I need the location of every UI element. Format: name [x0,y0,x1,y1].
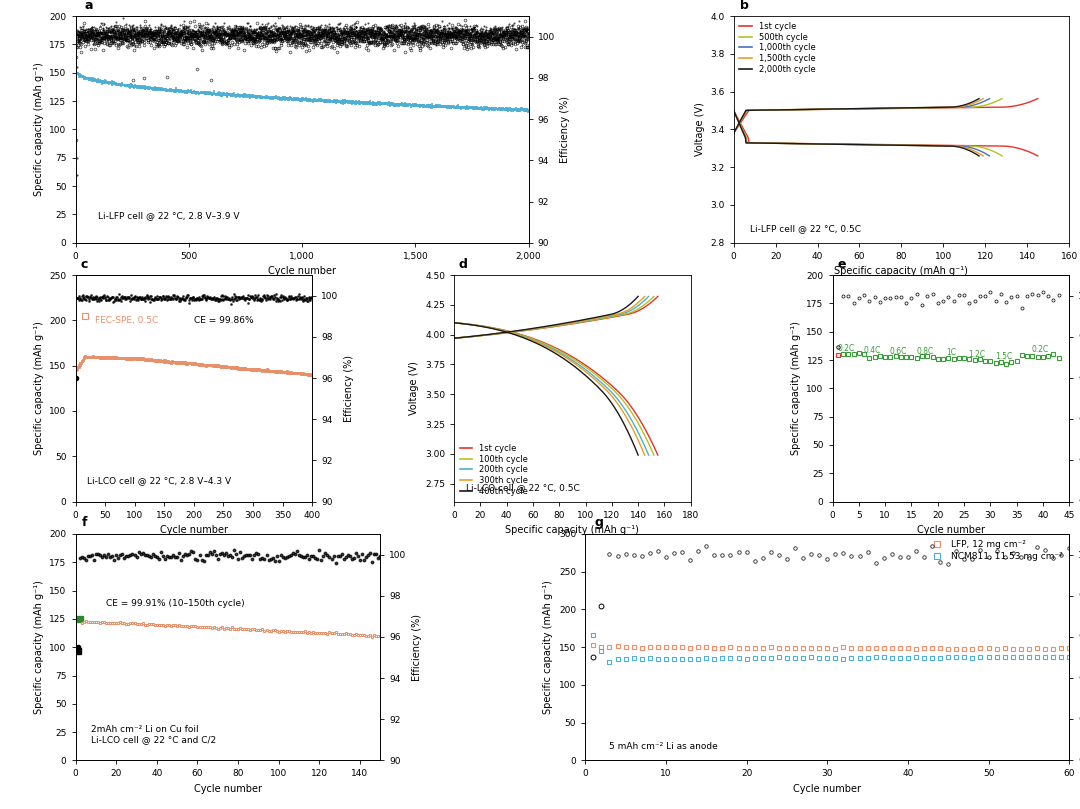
Text: CE = 99.91% (10–150th cycle): CE = 99.91% (10–150th cycle) [106,599,245,608]
Y-axis label: Efficiency (%): Efficiency (%) [561,96,570,163]
Text: 1C: 1C [946,348,956,357]
X-axis label: Cycle number: Cycle number [917,525,985,536]
Text: g: g [595,516,604,529]
Text: Li-LFP cell @ 22 °C, 0.5C: Li-LFP cell @ 22 °C, 0.5C [751,224,862,233]
Y-axis label: Efficiency (%): Efficiency (%) [345,355,354,421]
Text: 1.2C: 1.2C [969,349,986,358]
Text: a: a [84,0,93,11]
X-axis label: Cycle number: Cycle number [160,525,228,536]
X-axis label: Cycle number: Cycle number [194,784,262,794]
Y-axis label: Voltage (V): Voltage (V) [694,103,704,156]
Text: FEC-SPE, 0.5C: FEC-SPE, 0.5C [95,316,158,325]
Text: 1.5C: 1.5C [995,352,1012,361]
Text: Li-LFP cell @ 22 °C, 2.8 V–3.9 V: Li-LFP cell @ 22 °C, 2.8 V–3.9 V [98,211,240,220]
Y-axis label: Efficiency (%): Efficiency (%) [413,614,422,680]
Text: Li-LCO cell @ 22 °C, 2.8 V–4.3 V: Li-LCO cell @ 22 °C, 2.8 V–4.3 V [87,477,231,485]
Text: d: d [459,257,468,270]
Text: f: f [82,516,87,529]
Y-axis label: Specific capacity (mAh g⁻¹): Specific capacity (mAh g⁻¹) [33,321,44,455]
Text: 0.6C: 0.6C [890,347,907,356]
Y-axis label: Specific capacity (mAh g⁻¹): Specific capacity (mAh g⁻¹) [543,580,553,714]
Text: 2mAh cm⁻² Li on Cu foil
Li-LCO cell @ 22 °C and C/2: 2mAh cm⁻² Li on Cu foil Li-LCO cell @ 22… [91,725,216,744]
Legend: LFP, 12 mg cm⁻², NCM811, 11.53 mg cm⁻²: LFP, 12 mg cm⁻², NCM811, 11.53 mg cm⁻² [929,539,1065,563]
Text: 0.4C: 0.4C [863,346,881,355]
Y-axis label: Voltage (V): Voltage (V) [409,362,419,415]
Y-axis label: Specific capacity (mAh g⁻¹): Specific capacity (mAh g⁻¹) [33,62,44,197]
Y-axis label: Specific capacity (mAh g⁻¹): Specific capacity (mAh g⁻¹) [791,321,800,455]
Text: CE = 99.86%: CE = 99.86% [194,316,254,325]
Text: e: e [837,257,846,270]
Y-axis label: Specific capacity (mAh g⁻¹): Specific capacity (mAh g⁻¹) [33,580,44,714]
Text: 0.8C: 0.8C [916,347,933,356]
X-axis label: Cycle number: Cycle number [268,266,336,277]
Text: Li-LCO cell @ 22 °C, 0.5C: Li-LCO cell @ 22 °C, 0.5C [465,483,580,492]
X-axis label: Specific capacity (mAh g⁻¹): Specific capacity (mAh g⁻¹) [505,525,639,536]
Legend: 1st cycle, 500th cycle, 1,000th cycle, 1,500th cycle, 2,000th cycle: 1st cycle, 500th cycle, 1,000th cycle, 1… [738,20,818,75]
Text: c: c [80,257,87,270]
Text: 5 mAh cm⁻² Li as anode: 5 mAh cm⁻² Li as anode [609,742,718,751]
Text: b: b [741,0,750,11]
Text: 0.2C: 0.2C [1031,345,1049,354]
X-axis label: Cycle number: Cycle number [793,784,861,794]
Text: 0.2C: 0.2C [837,344,854,353]
Legend: 1st cycle, 100th cycle, 200th cycle, 300th cycle, 400th cycle: 1st cycle, 100th cycle, 200th cycle, 300… [458,443,530,498]
X-axis label: Specific capacity (mAh g⁻¹): Specific capacity (mAh g⁻¹) [835,266,969,277]
